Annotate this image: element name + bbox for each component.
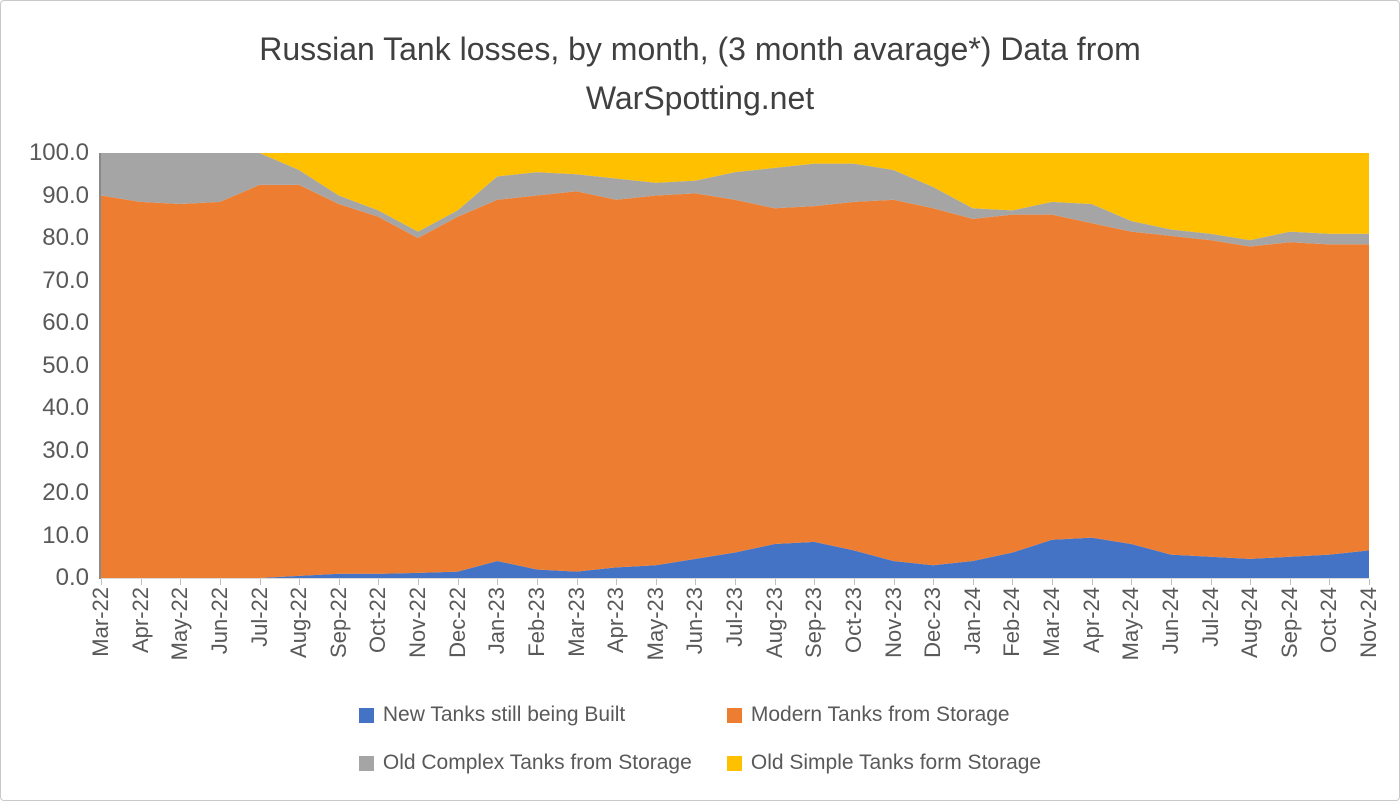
legend-swatch-modern-tanks-icon [726,707,742,723]
area-series-3 [101,153,1369,241]
x-tick-label: May-22 [167,587,193,661]
x-tick-mark [180,579,182,585]
legend-label-modern-tanks: Modern Tanks from Storage [750,703,1010,726]
x-tick-mark [972,579,974,585]
y-tick-label: 30.0 [42,436,89,464]
x-tick-mark [457,579,459,585]
y-tick-label: 90.0 [42,181,89,209]
x-tick-label: Aug-24 [1237,587,1263,658]
y-tick-label: 80.0 [42,224,89,251]
x-tick-label: Feb-24 [999,587,1025,657]
x-tick-mark [814,579,816,585]
x-tick-label: Aug-23 [761,587,787,658]
x-tick-label: Jun-23 [682,587,708,655]
x-tick-label: Mar-23 [563,587,589,657]
chart-title: Russian Tank losses, by month, (3 month … [259,31,1141,116]
x-tick-label: Apr-22 [127,587,153,654]
x-tick-mark [101,579,102,585]
x-tick-mark [140,579,142,585]
x-tick-label: Jan-23 [484,587,510,655]
x-tick-mark [853,579,855,585]
legend: New Tanks still being Built Modern Tanks… [358,703,1042,775]
x-tick-mark [1210,579,1212,585]
x-tick-label: Jul-23 [722,587,747,647]
x-tick-label: Feb-23 [523,587,549,657]
x-tick-label: Jan-24 [959,587,985,655]
legend-label-new-tanks: New Tanks still being Built [382,703,626,726]
x-tick-label: Sep-23 [801,587,827,658]
x-tick-label: Jun-22 [206,587,232,655]
y-tick-label: 70.0 [42,266,89,294]
x-tick-mark [735,579,736,585]
x-axis-line [101,578,1369,579]
x-tick-mark [893,579,895,585]
x-tick-label: Apr-23 [603,587,629,654]
x-tick-mark [1289,579,1291,585]
legend-swatch-old-simple-tanks-icon [726,755,742,771]
y-tick-label: 0.0 [55,564,89,591]
legend-item-old-complex-tanks: Old Complex Tanks from Storage [358,751,727,775]
x-tick-label: Jun-24 [1157,587,1183,655]
x-tick-mark [1250,579,1252,585]
x-tick-label: Jul-22 [246,587,272,647]
x-tick-mark [1170,579,1172,585]
y-tick-label: 40.0 [42,394,89,421]
x-tick-mark [219,579,221,585]
x-tick-mark [695,579,697,585]
x-tick-label: Mar-24 [1039,587,1064,657]
x-tick-label: May-23 [642,587,668,661]
y-tick-label: 20.0 [42,479,89,506]
area-series-0 [101,537,1369,578]
x-tick-mark [418,579,419,585]
legend-label-old-complex-tanks: Old Complex Tanks from Storage [382,751,692,774]
legend-item-old-simple-tanks: Old Simple Tanks form Storage [726,751,1042,775]
y-axis-line [99,153,101,579]
x-tick-mark [1012,579,1014,585]
x-tick-mark [299,579,301,585]
x-tick-mark [1091,579,1093,585]
legend-label-old-simple-tanks: Old Simple Tanks form Storage [750,751,1042,774]
legend-item-modern-tanks: Modern Tanks from Storage [726,703,1041,727]
x-tick-label: Nov-24 [1356,587,1381,658]
area-series-1 [101,184,1369,578]
stacked-area-chart [101,153,1369,578]
x-tick-label: Nov-23 [880,587,906,658]
x-tick-label: Apr-24 [1078,587,1104,654]
x-tick-label: Sep-24 [1276,587,1302,658]
x-tick-label: Oct-23 [840,587,866,654]
x-tick-label: Nov-22 [405,587,430,658]
area-series-2 [101,153,1369,247]
x-tick-label: Oct-22 [365,587,391,654]
x-tick-mark [774,579,776,585]
y-tick-label: 10.0 [42,521,89,549]
y-tick-label: 60.0 [42,309,89,336]
x-tick-mark [378,579,380,585]
x-tick-mark [259,579,261,585]
legend-swatch-new-tanks-icon [358,707,374,723]
x-tick-label: Dec-22 [444,587,470,658]
x-tick-mark [1369,579,1370,585]
x-tick-mark [536,579,538,585]
x-tick-label: Dec-23 [920,587,946,658]
x-tick-mark [933,579,935,585]
x-tick-mark [655,579,657,585]
x-tick-mark [338,579,340,585]
x-tick-label: May-24 [1118,587,1144,661]
x-tick-mark [1329,579,1331,585]
legend-item-new-tanks: New Tanks still being Built [358,703,727,727]
x-tick-mark [576,579,578,585]
x-tick-mark [497,579,499,585]
x-tick-label: Mar-22 [88,587,113,657]
x-tick-mark [1131,579,1133,585]
legend-swatch-old-complex-tanks-icon [358,755,374,771]
x-tick-label: Jul-24 [1197,587,1223,647]
x-tick-mark [1052,579,1053,585]
y-tick-label: 100.0 [28,139,89,166]
x-tick-label: Sep-22 [325,587,351,658]
y-tick-label: 50.0 [42,351,89,379]
x-tick-mark [616,579,618,585]
x-tick-label: Aug-22 [286,587,312,658]
x-tick-label: Oct-24 [1316,587,1342,654]
